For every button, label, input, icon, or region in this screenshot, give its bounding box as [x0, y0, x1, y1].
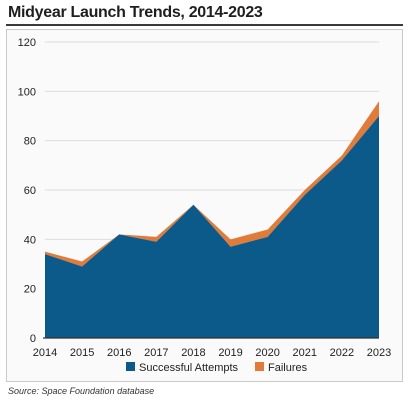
x-tick-label-2017: 2017	[144, 347, 168, 359]
x-tick-label-2016: 2016	[107, 347, 131, 359]
y-tick-label-120: 120	[18, 37, 36, 49]
y-tick-label-40: 40	[24, 234, 36, 246]
y-tick-label-20: 20	[24, 284, 36, 296]
y-tick-label-80: 80	[24, 136, 36, 148]
legend-label-failures: Failures	[268, 362, 308, 374]
chart-title: Midyear Launch Trends, 2014-2023	[8, 4, 263, 21]
x-tick-label-2018: 2018	[181, 347, 205, 359]
x-tick-label-2023: 2023	[367, 347, 391, 359]
x-tick-label-2020: 2020	[255, 347, 279, 359]
x-tick-label-2021: 2021	[293, 347, 317, 359]
y-tick-label-100: 100	[18, 86, 36, 98]
x-tick-label-2022: 2022	[330, 347, 354, 359]
title-divider	[6, 24, 403, 26]
legend-swatch-successful-attempts	[126, 362, 135, 371]
x-tick-label-2014: 2014	[33, 347, 57, 359]
series-successful-attempts-area	[45, 116, 379, 338]
series-failures-area	[45, 101, 379, 267]
legend-label-successful-attempts: Successful Attempts	[139, 362, 239, 374]
x-tick-label-2019: 2019	[218, 347, 242, 359]
y-tick-label-0: 0	[30, 333, 36, 345]
x-tick-label-2015: 2015	[70, 347, 94, 359]
source-note: Source: Space Foundation database	[8, 386, 155, 396]
y-tick-label-60: 60	[24, 185, 36, 197]
legend-swatch-failures	[255, 362, 264, 371]
